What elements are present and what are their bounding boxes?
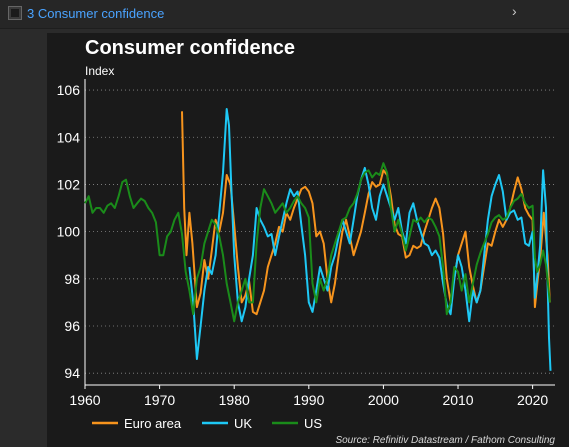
consumer-confidence-chart: Consumer confidence Index 94 96 98 100 102 10… [57, 37, 556, 446]
axes: 94 96 98 100 102 104 106 1960 1970 1980 1990 2000 20… [57, 79, 555, 408]
x-tick-label: 1960 [69, 392, 100, 408]
x-tick-label: 2000 [368, 392, 399, 408]
legend-label: Euro area [124, 416, 182, 431]
series-line-uk [188, 108, 552, 371]
series-line-us [84, 162, 551, 323]
series-lines [84, 108, 552, 371]
series-line-euro-area [181, 111, 551, 316]
window-title[interactable]: 3 Consumer confidence [27, 6, 165, 21]
legend-label: US [304, 416, 322, 431]
legend-label: UK [234, 416, 252, 431]
y-tick-label: 106 [57, 82, 81, 98]
window-title-bar: 3 Consumer confidence › [0, 0, 569, 29]
legend: Euro area UK US [92, 416, 322, 431]
chart-title: Consumer confidence [85, 37, 295, 59]
x-tick-label: 1980 [219, 392, 250, 408]
chart-panel: Consumer confidence Index 94 96 98 100 102 10… [47, 33, 569, 447]
y-tick-label: 102 [57, 176, 81, 192]
y-tick-label: 96 [64, 318, 80, 334]
window-icon [8, 6, 22, 20]
x-tick-label: 1970 [144, 392, 175, 408]
y-tick-label: 94 [64, 365, 80, 381]
y-tick-label: 98 [64, 271, 80, 287]
x-tick-label: 1990 [293, 392, 324, 408]
x-tick-label: 2020 [517, 392, 548, 408]
chevron-right-icon[interactable]: › [512, 3, 517, 19]
y-axis-unit-label: Index [85, 64, 114, 78]
x-tick-label: 2010 [442, 392, 473, 408]
source-note: Source: Refinitiv Datastream / Fathom Co… [335, 435, 555, 446]
y-tick-label: 100 [57, 224, 81, 240]
y-tick-label: 104 [57, 129, 81, 145]
